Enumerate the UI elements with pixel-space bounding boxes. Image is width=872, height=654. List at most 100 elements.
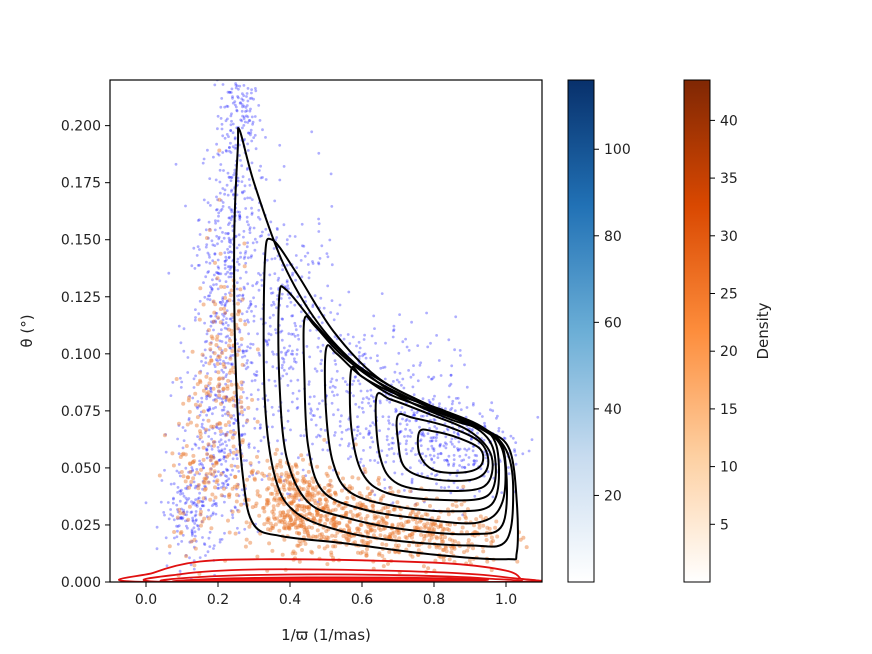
scatter-point <box>475 454 479 458</box>
scatter-point <box>312 498 317 503</box>
scatter-point <box>292 521 297 526</box>
scatter-point <box>348 342 352 345</box>
scatter-point <box>445 522 450 527</box>
scatter-point <box>209 355 213 359</box>
scatter-point <box>325 544 330 549</box>
scatter-point <box>256 388 260 392</box>
scatter-point <box>217 211 221 215</box>
scatter-point <box>264 178 268 181</box>
scatter-point <box>320 321 324 325</box>
scatter-point <box>210 336 215 341</box>
colorbar-tick-label: 20 <box>720 344 738 360</box>
scatter-point <box>223 310 228 315</box>
scatter-point <box>448 522 452 527</box>
scatter-point <box>427 527 432 532</box>
scatter-point <box>371 533 376 538</box>
scatter-point <box>205 236 209 240</box>
scatter-point <box>264 136 267 139</box>
scatter-point <box>214 398 219 403</box>
scatter-point <box>302 505 307 510</box>
scatter-point <box>289 379 293 383</box>
scatter-point <box>264 227 268 231</box>
scatter-point <box>205 452 209 457</box>
scatter-point <box>194 539 198 543</box>
scatter-point <box>491 539 495 543</box>
scatter-point <box>194 518 198 522</box>
scatter-point <box>214 460 218 465</box>
scatter-point <box>224 395 228 398</box>
scatter-point <box>330 299 334 302</box>
scatter-point <box>228 146 231 149</box>
scatter-point <box>205 243 209 247</box>
scatter-point <box>198 429 202 434</box>
scatter-point <box>184 204 187 208</box>
scatter-point <box>285 512 290 517</box>
scatter-point <box>476 431 479 435</box>
scatter-point <box>355 526 359 531</box>
scatter-point <box>375 514 380 519</box>
scatter-point <box>226 518 230 523</box>
scatter-point <box>426 432 430 435</box>
scatter-point <box>176 508 179 511</box>
scatter-point <box>468 427 472 431</box>
scatter-point <box>233 474 238 479</box>
scatter-point <box>190 540 194 543</box>
scatter-point <box>226 410 230 414</box>
scatter-point <box>243 319 247 323</box>
scatter-point <box>273 257 277 260</box>
scatter-point <box>323 497 328 502</box>
scatter-point <box>457 448 460 452</box>
scatter-point <box>444 435 448 439</box>
scatter-point <box>231 444 236 449</box>
scatter-point <box>364 529 369 534</box>
scatter-point <box>266 343 269 347</box>
scatter-point <box>199 513 203 516</box>
scatter-point <box>432 527 437 532</box>
scatter-point <box>272 496 277 501</box>
scatter-point <box>216 345 220 349</box>
scatter-point <box>420 414 423 418</box>
scatter-point <box>229 175 233 179</box>
scatter-point <box>197 218 201 222</box>
scatter-point <box>233 136 237 140</box>
scatter-point <box>171 381 175 384</box>
scatter-point <box>443 441 447 445</box>
scatter-point <box>232 173 236 177</box>
scatter-point <box>395 362 399 366</box>
scatter-point <box>452 464 455 468</box>
scatter-point <box>233 137 237 141</box>
scatter-point <box>409 449 413 453</box>
scatter-point <box>255 407 259 411</box>
scatter-point <box>293 235 297 238</box>
scatter-point <box>410 535 414 540</box>
scatter-point <box>227 236 231 240</box>
scatter-point <box>241 349 245 353</box>
scatter-point <box>239 75 242 78</box>
scatter-point <box>317 402 321 405</box>
scatter-point <box>218 459 221 462</box>
scatter-point <box>240 405 244 409</box>
scatter-point <box>182 439 186 442</box>
scatter-point <box>228 356 233 361</box>
scatter-point <box>186 485 189 488</box>
scatter-point <box>185 510 189 514</box>
scatter-point <box>501 430 505 434</box>
scatter-point <box>215 277 219 281</box>
scatter-point <box>267 332 271 336</box>
scatter-point <box>287 520 292 525</box>
scatter-point <box>331 523 336 528</box>
scatter-point <box>259 273 262 277</box>
scatter-point <box>235 246 239 250</box>
scatter-point <box>266 501 271 506</box>
scatter-point <box>229 328 234 333</box>
scatter-point <box>418 363 422 367</box>
scatter-point <box>222 359 225 363</box>
scatter-point <box>365 514 370 518</box>
scatter-point <box>287 349 290 352</box>
scatter-point <box>243 354 247 358</box>
scatter-point <box>185 422 190 427</box>
scatter-point <box>286 409 290 413</box>
scatter-point <box>227 240 231 244</box>
scatter-point <box>212 319 216 323</box>
scatter-point <box>404 337 407 341</box>
